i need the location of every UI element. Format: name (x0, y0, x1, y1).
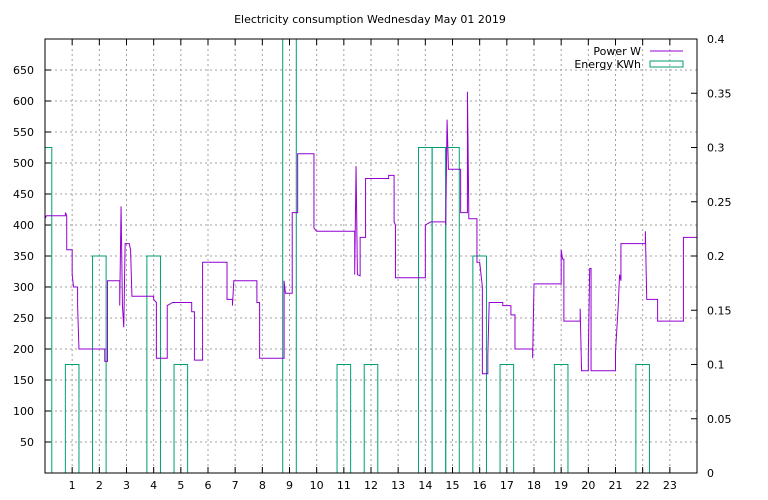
x-tick-label: 12 (364, 479, 378, 492)
grid (45, 39, 697, 473)
y2-tick-label: 0.1 (707, 359, 725, 372)
x-tick-label: 18 (527, 479, 541, 492)
x-tick-label: 10 (310, 479, 324, 492)
x-tick-label: 21 (609, 479, 623, 492)
y-tick-label: 500 (13, 157, 34, 170)
y-tick-label: 600 (13, 95, 34, 108)
x-tick-label: 1 (69, 479, 76, 492)
x-tick-label: 13 (391, 479, 405, 492)
y-tick-label: 400 (13, 219, 34, 232)
energy-bar (431, 147, 447, 473)
x-tick-label: 4 (150, 479, 157, 492)
energy-bar (635, 364, 650, 473)
x-tick-label: 23 (663, 479, 677, 492)
x-tick-label: 15 (446, 479, 460, 492)
left-axis: 50 100 150 200 250 300 350 400 450 500 550 600 650 (13, 64, 51, 449)
x-tick-label: 2 (96, 479, 103, 492)
energy-bar (363, 364, 379, 473)
chart-title: Electricity consumption Wednesday May 01… (234, 13, 506, 26)
y2-tick-label: 0.35 (707, 87, 732, 100)
x-tick-label: 16 (473, 479, 487, 492)
x-tick-label: 19 (554, 479, 568, 492)
x-tick-label: 5 (177, 479, 184, 492)
energy-bar (336, 364, 352, 473)
y2-tick-label: 0.15 (707, 304, 732, 317)
energy-bar (499, 364, 515, 473)
x-tick-label: 20 (581, 479, 595, 492)
energy-bar (173, 364, 189, 473)
y-tick-label: 150 (13, 374, 34, 387)
energy-bar (553, 364, 569, 473)
x-tick-label: 22 (636, 479, 650, 492)
energy-bars (44, 38, 650, 473)
x-tick-label: 9 (286, 479, 293, 492)
x-tick-label: 3 (123, 479, 130, 492)
y2-tick-label: 0.05 (707, 413, 732, 426)
x-tick-label: 14 (418, 479, 432, 492)
y-tick-label: 200 (13, 343, 34, 356)
legend-swatch-energy (649, 60, 684, 68)
legend: Power W Energy KWh (574, 45, 684, 71)
y-tick-label: 350 (13, 250, 34, 263)
y2-tick-label: 0.2 (707, 250, 725, 263)
y2-tick-label: 0 (707, 467, 714, 480)
y-tick-label: 300 (13, 281, 34, 294)
legend-label-energy: Energy KWh (574, 58, 641, 71)
y-tick-label: 50 (20, 436, 34, 449)
energy-bar (445, 147, 460, 473)
y-tick-label: 100 (13, 405, 34, 418)
y-tick-label: 250 (13, 312, 34, 325)
x-axis: 1 2 3 4 5 6 7 8 9 10 11 12 13 14 15 16 17 18 19 20 21 22 23 (69, 39, 677, 492)
y2-tick-label: 0.3 (707, 142, 725, 155)
y2-tick-label: 0.25 (707, 196, 732, 209)
right-axis: 0 0.05 0.1 0.15 0.2 0.25 0.3 0.35 0.4 (691, 33, 732, 480)
y-tick-label: 650 (13, 64, 34, 77)
energy-bar (92, 255, 107, 473)
energy-bar (44, 147, 53, 473)
x-tick-label: 6 (205, 479, 212, 492)
x-tick-label: 11 (337, 479, 351, 492)
x-tick-label: 8 (259, 479, 266, 492)
energy-bar (64, 364, 80, 473)
x-tick-label: 17 (500, 479, 514, 492)
energy-bar (146, 255, 161, 473)
y2-tick-label: 0.4 (707, 33, 725, 46)
x-tick-label: 7 (232, 479, 239, 492)
energy-bar (472, 255, 487, 473)
legend-label-power: Power W (593, 45, 641, 58)
y-tick-label: 550 (13, 126, 34, 139)
power-line (44, 91, 697, 375)
y-tick-label: 450 (13, 188, 34, 201)
